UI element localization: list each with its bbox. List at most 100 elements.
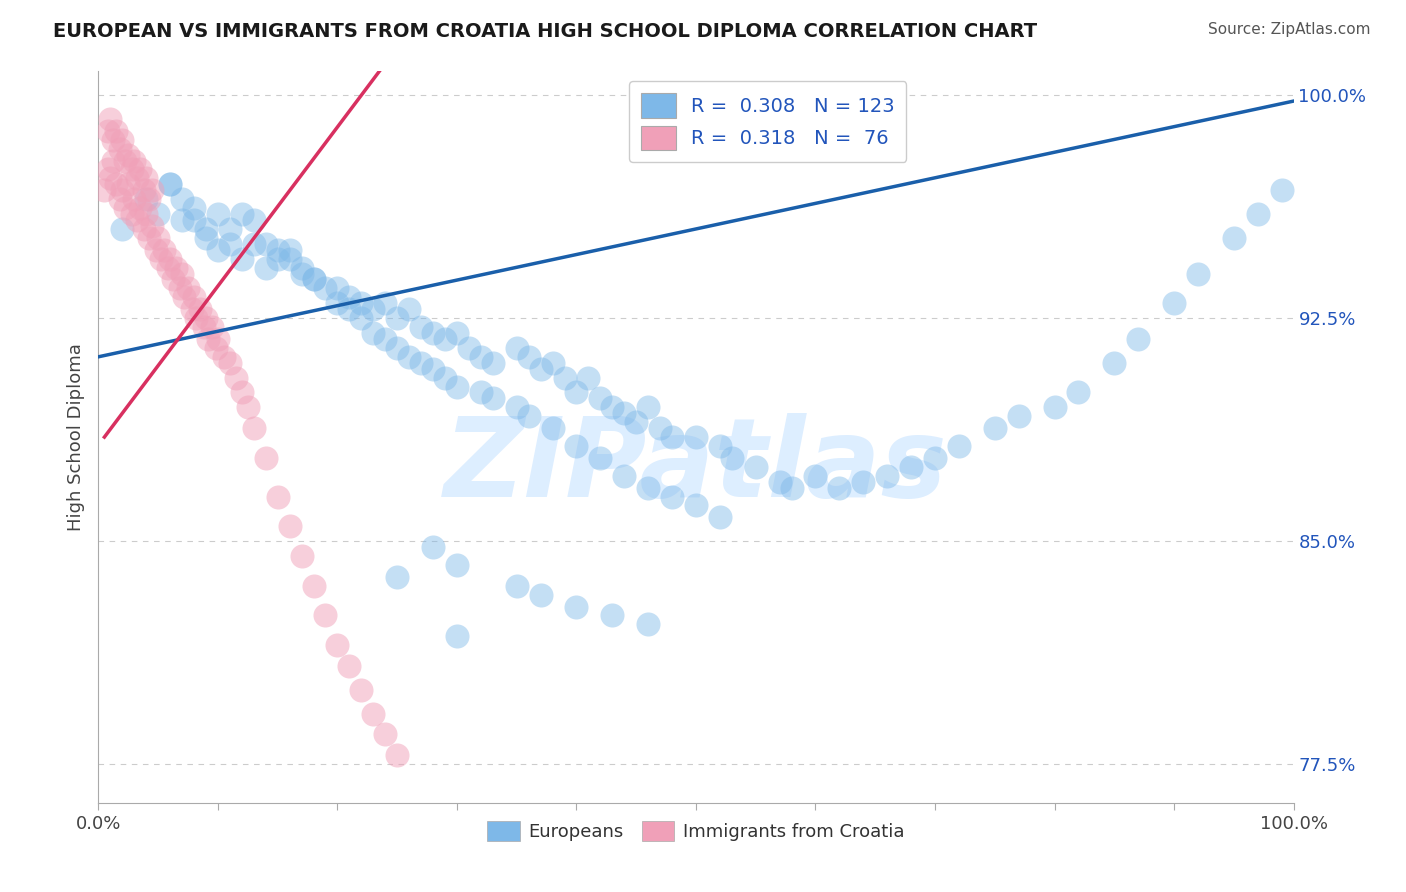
Point [125, 171, 148, 186]
Point [108, 142, 131, 156]
Point [124, 192, 146, 206]
Point [506, 401, 529, 415]
Point [243, 236, 266, 251]
Point [446, 379, 468, 393]
Point [111, 222, 134, 236]
Point [481, 356, 505, 370]
Point [385, 311, 409, 326]
Point [446, 558, 468, 572]
Point [172, 192, 194, 206]
Point [121, 207, 143, 221]
Point [530, 361, 553, 376]
Point [172, 213, 194, 227]
Point [291, 260, 314, 275]
Point [350, 682, 373, 697]
Point [129, 201, 152, 215]
Point [637, 401, 659, 415]
Point [97, 124, 120, 138]
Point [589, 392, 612, 406]
Point [1163, 296, 1185, 310]
Point [411, 356, 433, 370]
Point [302, 272, 325, 286]
Point [111, 183, 134, 197]
Point [685, 430, 707, 444]
Point [554, 370, 576, 384]
Point [291, 267, 314, 281]
Point [385, 748, 409, 763]
Point [267, 490, 290, 504]
Text: EUROPEAN VS IMMIGRANTS FROM CROATIA HIGH SCHOOL DIPLOMA CORRELATION CHART: EUROPEAN VS IMMIGRANTS FROM CROATIA HIGH… [53, 22, 1038, 41]
Point [339, 659, 361, 673]
Point [339, 290, 361, 304]
Point [876, 468, 898, 483]
Point [315, 608, 337, 623]
Point [125, 213, 148, 227]
Point [159, 178, 181, 192]
Point [530, 588, 553, 602]
Point [135, 171, 157, 186]
Point [111, 133, 134, 147]
Point [446, 326, 468, 340]
Point [374, 332, 396, 346]
Point [565, 385, 588, 400]
Point [117, 147, 139, 161]
Point [243, 421, 266, 435]
Point [385, 341, 409, 355]
Point [434, 332, 457, 346]
Point [422, 540, 444, 554]
Point [578, 370, 600, 384]
Point [541, 421, 564, 435]
Legend: Europeans, Immigrants from Croatia: Europeans, Immigrants from Croatia [479, 814, 912, 848]
Point [422, 326, 444, 340]
Point [1104, 356, 1126, 370]
Point [172, 267, 194, 281]
Point [363, 302, 385, 317]
Point [648, 421, 672, 435]
Point [212, 350, 235, 364]
Point [138, 192, 160, 206]
Text: ZIPatlas: ZIPatlas [444, 413, 948, 520]
Point [135, 207, 157, 221]
Point [148, 231, 170, 245]
Point [350, 311, 373, 326]
Point [183, 201, 205, 215]
Point [108, 192, 131, 206]
Point [685, 499, 707, 513]
Point [141, 219, 163, 233]
Point [135, 192, 157, 206]
Point [204, 341, 226, 355]
Point [165, 260, 187, 275]
Point [278, 519, 301, 533]
Point [626, 415, 648, 429]
Point [207, 332, 229, 346]
Point [207, 243, 229, 257]
Point [637, 481, 659, 495]
Point [315, 281, 337, 295]
Point [105, 178, 128, 192]
Point [278, 252, 301, 266]
Point [101, 133, 124, 147]
Point [132, 183, 155, 197]
Point [506, 579, 529, 593]
Point [97, 162, 120, 177]
Point [422, 361, 444, 376]
Point [114, 201, 136, 215]
Point [506, 341, 529, 355]
Point [267, 252, 290, 266]
Point [183, 213, 205, 227]
Point [374, 727, 396, 741]
Point [302, 579, 325, 593]
Point [780, 481, 803, 495]
Point [363, 326, 385, 340]
Point [159, 252, 181, 266]
Point [1271, 183, 1294, 197]
Point [141, 183, 163, 197]
Point [446, 629, 468, 643]
Point [565, 599, 588, 614]
Point [231, 252, 253, 266]
Point [148, 207, 170, 221]
Point [852, 475, 875, 489]
Point [180, 302, 202, 317]
Point [254, 260, 277, 275]
Point [1247, 207, 1270, 221]
